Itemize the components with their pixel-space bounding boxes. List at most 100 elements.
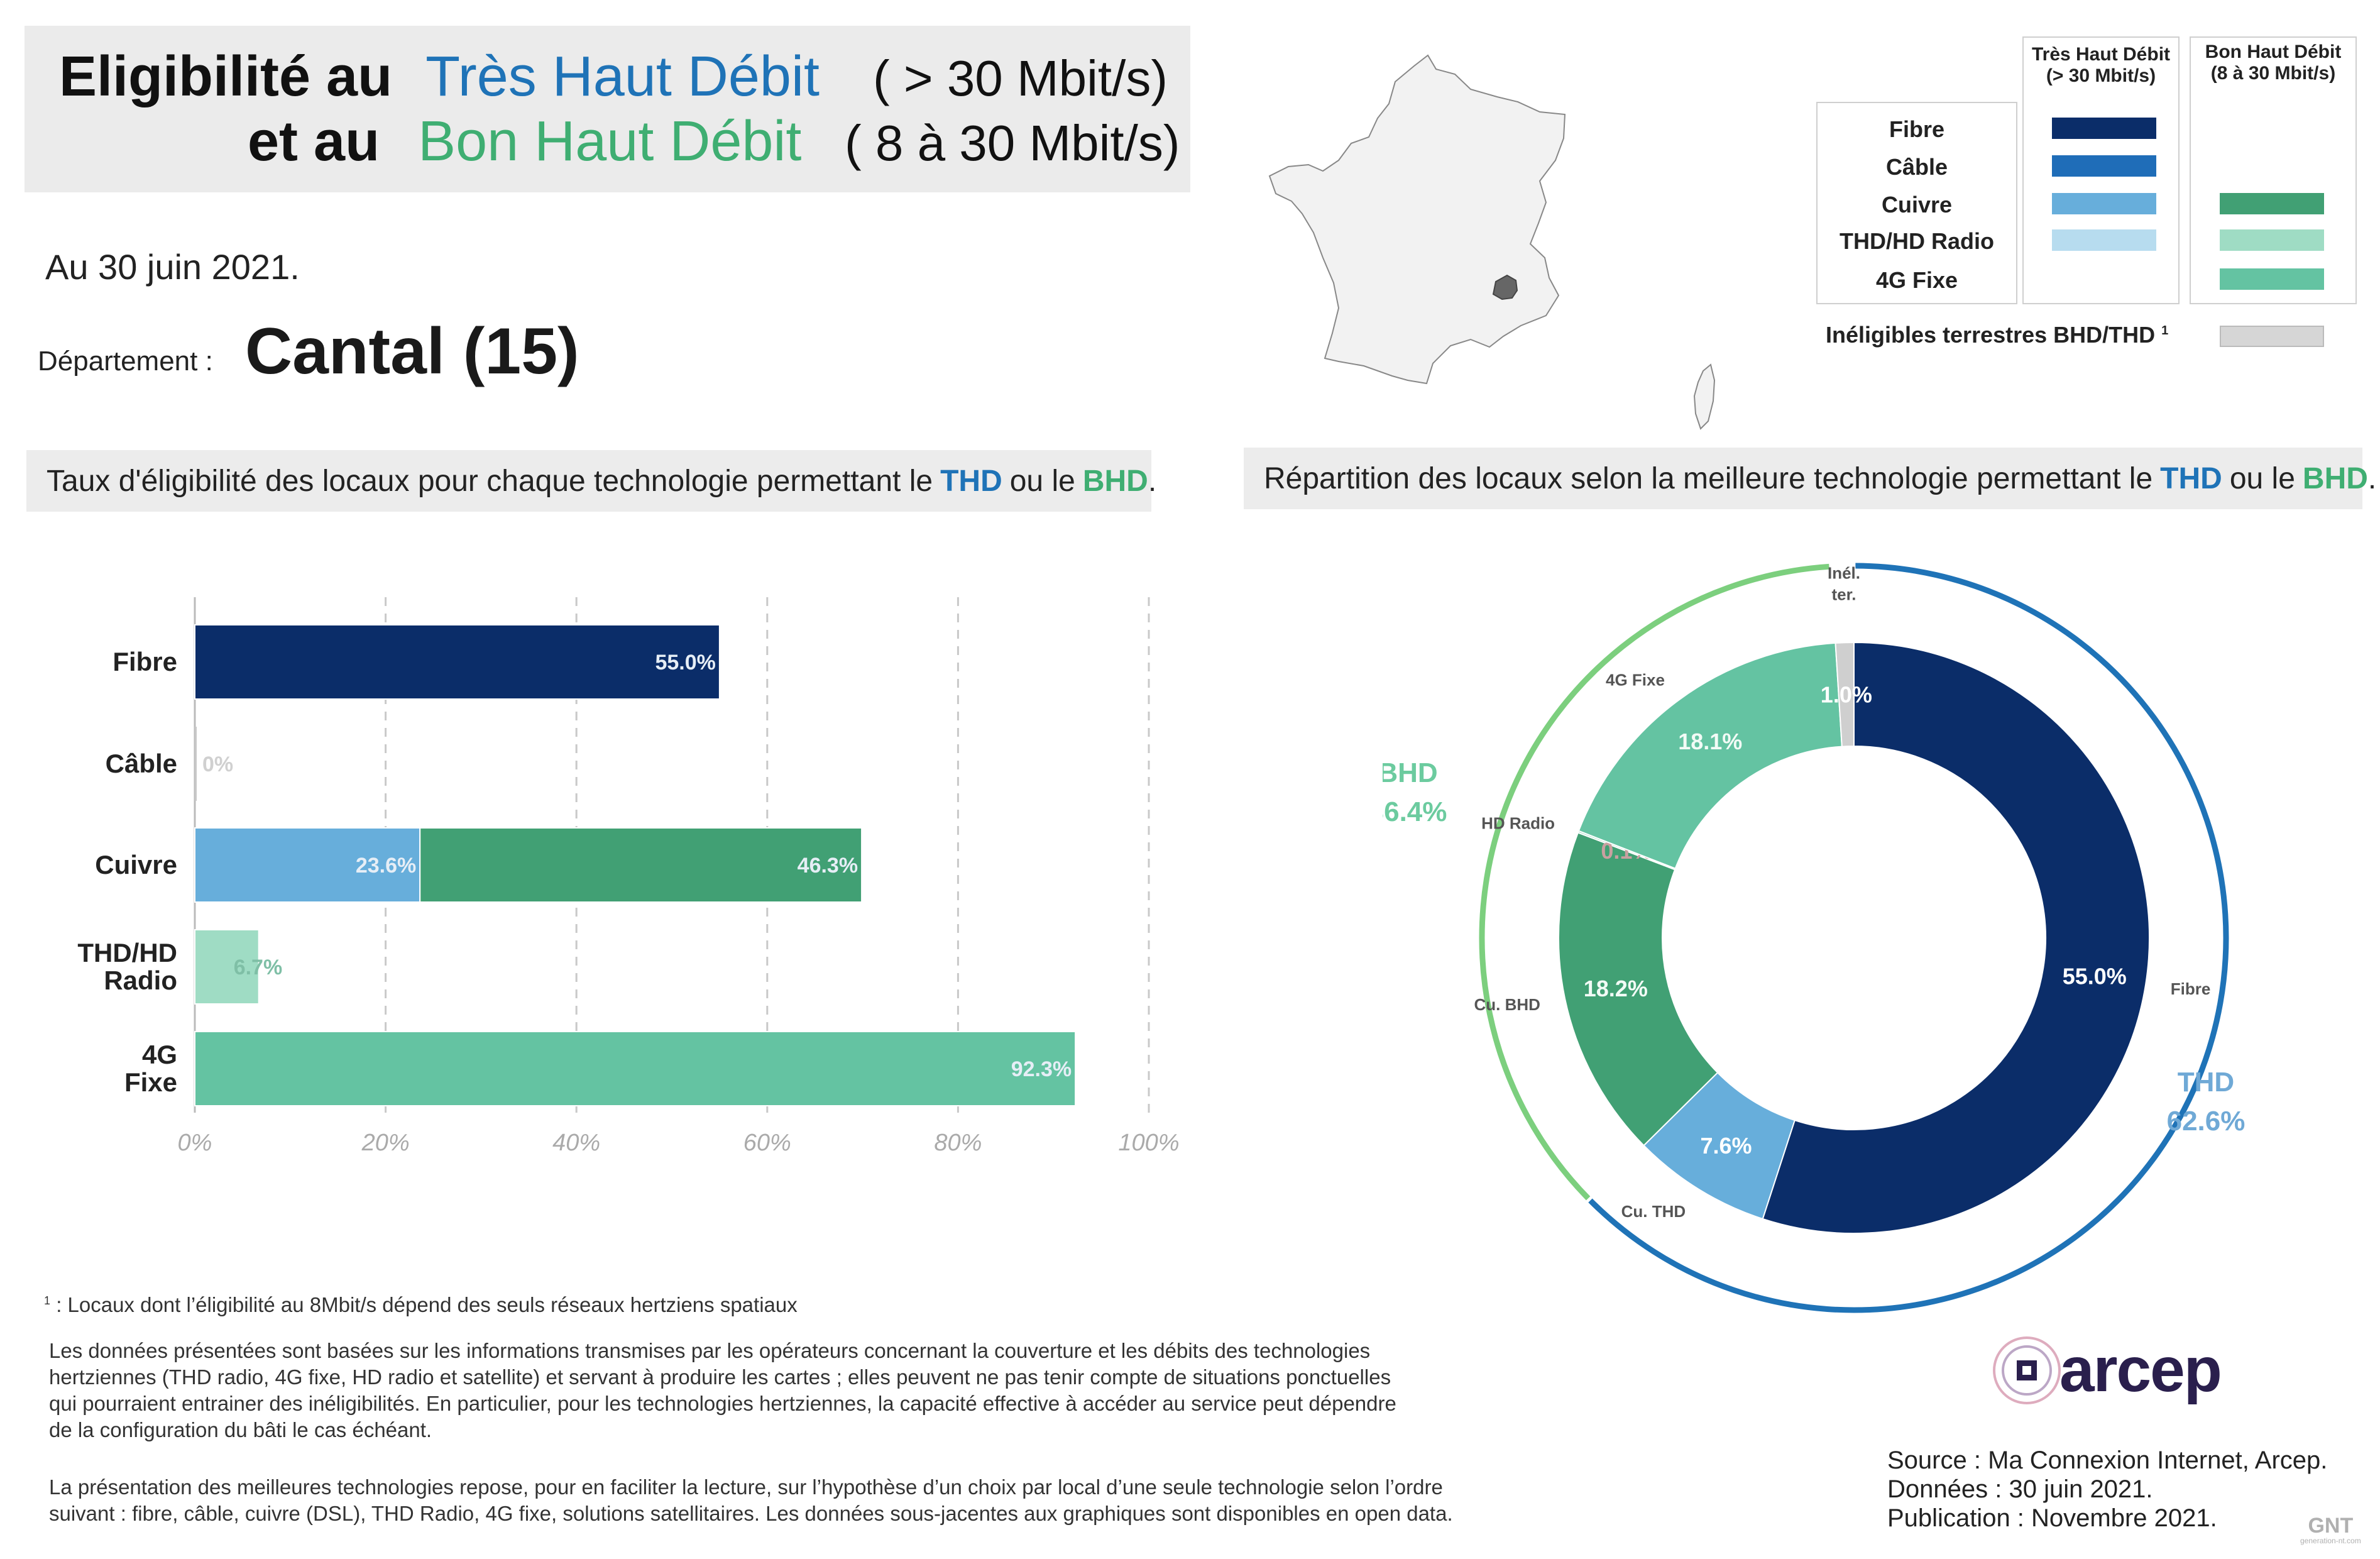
x-tick-label-2: 40% xyxy=(552,1130,600,1156)
eligibility-bar-chart: 0% 20% 40% 60% 80% 100% Fibre 55.0% Câble 0% Cuivr… xyxy=(77,597,1180,1156)
category-label-0-0: Fibre xyxy=(112,647,177,676)
title-range-2: ( 8 à 30 Mbit/s) xyxy=(845,115,1180,171)
legend-ineligible-swatch xyxy=(2220,326,2324,347)
bar-value-label-0-0: 55.0% xyxy=(655,651,715,675)
footnote-paragraph-2: La présentation des meilleures technolog… xyxy=(49,1474,1453,1527)
legend-thd-head: Très Haut Débit (> 30 Mbit/s) xyxy=(2022,44,2180,87)
left-section-mid: ou le xyxy=(1009,464,1075,498)
category-label-2-0: Cuivre xyxy=(95,850,177,879)
arcep-logo: arcep xyxy=(1989,1326,2240,1414)
title-box: Eligibilité au Très Haut Débit ( > 30 Mb… xyxy=(25,26,1190,192)
x-tick-label-3: 60% xyxy=(743,1130,791,1156)
left-section-prefix: Taux d'éligibilité des locaux pour chaqu… xyxy=(47,464,933,498)
cantal-highlight xyxy=(1492,274,1518,300)
bar-3-series-4 xyxy=(194,929,260,1005)
legend-label-0: Fibre xyxy=(1889,116,1944,142)
source-line-2: Données : 30 juin 2021. xyxy=(1887,1475,2153,1503)
footnote-p2-line-1: suivant : fibre, câble, cuivre (DSL), TH… xyxy=(49,1502,1453,1525)
left-section-suffix: . xyxy=(1148,464,1157,498)
legend-label-2: Cuivre xyxy=(1881,192,1953,218)
bar-0-series-0 xyxy=(194,624,720,700)
title-range-1: ( > 30 Mbit/s) xyxy=(873,50,1168,106)
watermark-sub: generation-nt.com xyxy=(2300,1536,2361,1545)
right-section-thd: THD xyxy=(2160,461,2222,495)
left-section-bhd: BHD xyxy=(1082,464,1148,498)
bar-value-label-2-3: 46.3% xyxy=(798,854,858,878)
watermark-text: GNT xyxy=(2308,1514,2354,1538)
legend-bhd-head: Bon Haut Débit (8 à 30 Mbit/s) xyxy=(2190,41,2357,84)
france-map xyxy=(1268,54,1716,430)
category-label-3-1: Radio xyxy=(104,966,177,995)
legend-bhd-head-1: Bon Haut Débit xyxy=(2205,41,2342,62)
arcep-logo-icon xyxy=(1993,1336,2061,1404)
right-section-bhd: BHD xyxy=(2302,461,2368,495)
category-label-4-1: Fixe xyxy=(124,1067,177,1097)
legend-label-1: Câble xyxy=(1885,154,1948,180)
donut-slice-0 xyxy=(1762,641,2150,1234)
bar-value-label-1-1: 0% xyxy=(202,752,233,776)
legend-label-4: 4G Fixe xyxy=(1875,267,1958,293)
footnote-p1-line-0: Les données présentées sont basées sur l… xyxy=(49,1339,1371,1362)
legend-bhd-swatch-4 xyxy=(2220,268,2324,290)
legend-ineligible-text: Inéligibles terrestres BHD/THD xyxy=(1826,322,2156,348)
donut-category-label-3-0: HD Radio xyxy=(1481,814,1555,833)
x-tick-label-5: 100% xyxy=(1118,1130,1179,1156)
title-prefix-2: et au xyxy=(248,110,380,173)
right-section-header: Répartition des locaux selon la meilleur… xyxy=(1244,448,2376,509)
right-section-mid: ou le xyxy=(2229,461,2295,495)
legend-thd-head-2: (> 30 Mbit/s) xyxy=(2046,65,2156,86)
legend-ineligible-sup: 1 xyxy=(2161,324,2169,338)
legend-ineligible-label: Inéligibles terrestres BHD/THD 1 xyxy=(1826,322,2168,348)
footnote-paragraph-1: Les données présentées sont basées sur l… xyxy=(49,1338,1396,1443)
footnote-text: : Locaux dont l’éligibilité au 8Mbit/s d… xyxy=(56,1293,798,1316)
source-line-3: Publication : Novembre 2021. xyxy=(1887,1504,2217,1532)
group-name-label-1: BHD xyxy=(1383,757,1438,788)
department-name: Cantal (15) xyxy=(245,315,579,388)
donut-category-label-2-0: Cu. BHD xyxy=(1474,995,1540,1014)
legend-thd-swatch-1 xyxy=(2052,155,2156,177)
legend-thd-swatch-3 xyxy=(2052,229,2156,251)
x-tick-label-1: 20% xyxy=(361,1130,410,1156)
footnote: 1 : Locaux dont l’éligibilité au 8Mbit/s… xyxy=(44,1287,798,1318)
france-mainland xyxy=(1268,54,1566,385)
title-thd: Très Haut Débit xyxy=(425,45,820,108)
title-line-2: et au Bon Haut Débit xyxy=(248,109,801,174)
arcep-logo-text: arcep xyxy=(2059,1335,2222,1405)
right-section-prefix: Répartition des locaux selon la meilleur… xyxy=(1264,461,2153,495)
legend-thd-swatch-2 xyxy=(2052,193,2156,214)
donut-category-label-1-0: Cu. THD xyxy=(1621,1202,1686,1221)
legend-bhd-swatch-3 xyxy=(2220,229,2324,251)
category-label-3-0: THD/HD xyxy=(77,938,177,967)
footnote-p1-line-3: de la configuration du bâti le cas échéa… xyxy=(49,1418,432,1441)
legend-bhd-box xyxy=(2190,36,2357,304)
footnote-p2-line-0: La présentation des meilleures technolog… xyxy=(49,1475,1443,1499)
donut-category-label-5-0: Inél. xyxy=(1828,563,1860,582)
corsica xyxy=(1693,363,1716,430)
footnote-sup: 1 xyxy=(44,1294,51,1307)
group-ring-0 xyxy=(1588,563,2229,1313)
legend-bhd-swatch-2 xyxy=(2220,193,2324,214)
title-bhd: Bon Haut Débit xyxy=(418,110,802,173)
donut-slice-4 xyxy=(1577,642,1843,869)
group-ring-1 xyxy=(1479,563,1829,1201)
x-tick-label-4: 80% xyxy=(934,1130,982,1156)
bar-value-label-4-5: 92.3% xyxy=(1011,1057,1072,1081)
bar-4-series-5 xyxy=(194,1031,1077,1106)
legend-bhd-head-2: (8 à 30 Mbit/s) xyxy=(2210,63,2336,84)
donut-slice-2 xyxy=(1558,832,1719,1147)
legend-labels-box xyxy=(1816,102,2017,304)
donut-value-label-2: 18.2% xyxy=(1584,976,1648,1001)
footnote-p1-line-2: qui pourraient entrainer des inéligibili… xyxy=(49,1392,1396,1415)
bar-value-label-2-2: 23.6% xyxy=(356,854,416,878)
donut-category-label-0-0: Fibre xyxy=(2171,979,2211,998)
bar-1-series-1 xyxy=(195,727,197,801)
donut-value-label-4: 18.1% xyxy=(1678,729,1742,754)
left-section-thd: THD xyxy=(940,464,1002,498)
date-text: Au 30 juin 2021. xyxy=(45,247,300,287)
bar-2-series-3 xyxy=(419,827,863,903)
bar-value-label-3-4: 6.7% xyxy=(234,956,283,979)
legend-thd-head-1: Très Haut Débit xyxy=(2031,44,2171,65)
legend-label-3: THD/HD Radio xyxy=(1840,228,1994,254)
gnt-watermark: GNT generation-nt.com xyxy=(2300,1515,2361,1545)
